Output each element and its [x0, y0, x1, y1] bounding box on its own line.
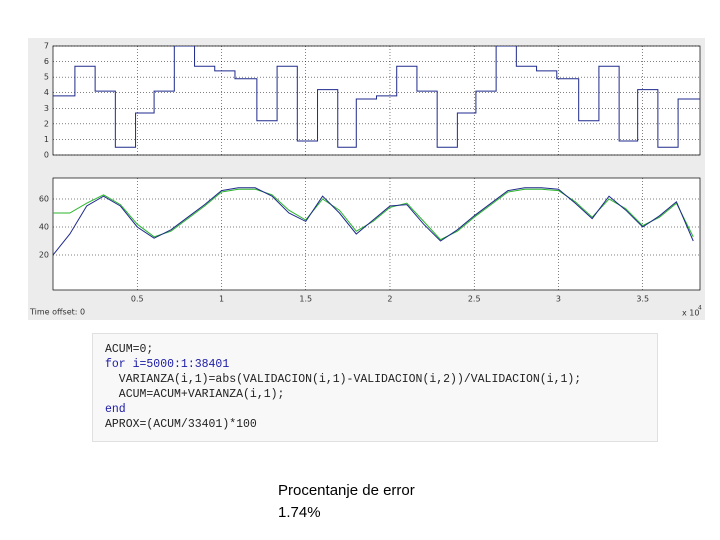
code-line: APROX=(ACUM/33401)*100: [105, 418, 257, 431]
series-line: [53, 46, 700, 148]
y-tick-label: 0: [44, 151, 49, 160]
y-tick-label: 5: [44, 73, 49, 82]
y-tick-label: 3: [44, 104, 49, 113]
code-line: ACUM=0;: [105, 343, 154, 356]
y-tick-label: 4: [44, 88, 49, 97]
x-tick-label: 3: [556, 295, 561, 304]
caption: Procentanje de error 1.74%: [278, 480, 415, 524]
series-line: [53, 187, 694, 256]
y-tick-label: 2: [44, 119, 49, 128]
y-tick-label: 60: [39, 195, 49, 204]
y-tick-label: 6: [44, 57, 49, 66]
axes: [52, 45, 701, 156]
caption-line: 1.74%: [278, 504, 321, 521]
code-line: VARIANZA(i,1)=abs(VALIDACION(i,1)-VALIDA…: [105, 373, 582, 386]
y-tick-label: 20: [39, 251, 49, 260]
x-tick-label: 0.5: [131, 295, 144, 304]
x-multiplier: x 10: [682, 309, 699, 318]
y-tick-label: 7: [44, 42, 49, 51]
code-line: for i=5000:1:38401: [105, 358, 230, 371]
x-offset-label: Time offset: 0: [29, 308, 85, 317]
axes: [52, 177, 701, 291]
x-tick-label: 3.5: [636, 295, 649, 304]
y-tick-label: 40: [39, 223, 49, 232]
code-line: ACUM=ACUM+VARIANZA(i,1);: [105, 388, 285, 401]
x-tick-label: 2.5: [468, 295, 481, 304]
x-tick-label: 1: [219, 295, 224, 304]
matlab-figure: 0 1 2 3 4 5 6 7 20 40 60 0.5 1 1.5 2 2.5 3 3.5 Time offset…: [28, 38, 705, 320]
x-multiplier-exp: 4: [698, 305, 702, 312]
x-tick-label: 2: [387, 295, 392, 304]
code-line: end: [105, 403, 126, 416]
code-block: ACUM=0; for i=5000:1:38401 VARIANZA(i,1)=…: [92, 333, 658, 442]
y-tick-label: 1: [44, 135, 49, 144]
x-tick-label: 1.5: [299, 295, 312, 304]
caption-line: Procentanje de error: [278, 482, 415, 499]
